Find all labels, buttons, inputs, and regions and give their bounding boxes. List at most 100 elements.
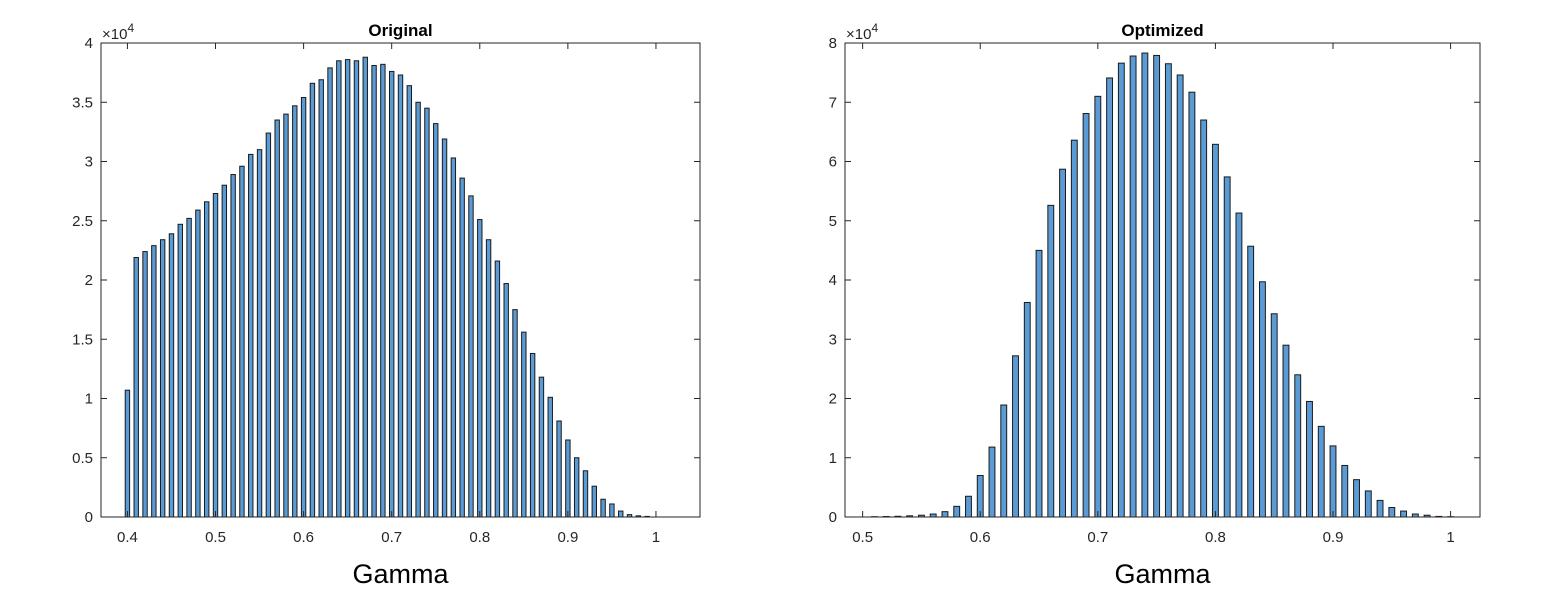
optimized-axes-box: [844, 42, 1481, 518]
optimized-bar: [1247, 245, 1255, 518]
optimized-y-tick-label: 1: [829, 450, 837, 467]
original-bar: [485, 239, 492, 518]
original-bar: [371, 65, 377, 518]
original-bar: [538, 376, 545, 518]
optimized-bar: [1035, 249, 1043, 518]
original-bar: [186, 217, 192, 518]
original-bar: [274, 119, 280, 518]
original-bar: [151, 245, 157, 518]
original-bar: [204, 201, 210, 518]
original-bar: [459, 177, 465, 518]
optimized-x-tick-label: 0.6: [970, 529, 991, 546]
original-bar: [159, 239, 166, 518]
optimized-bar: [1200, 119, 1208, 518]
optimized-bar: [965, 495, 972, 518]
original-x-axis-label: Gamma: [352, 559, 449, 589]
original-bar: [221, 184, 228, 518]
original-bar: [195, 209, 201, 518]
original-bar: [248, 153, 254, 518]
optimized-bar: [1376, 499, 1384, 518]
original-bar: [565, 439, 571, 518]
original-x-tick-label: 0.9: [557, 529, 578, 546]
optimized-bar: [1176, 74, 1184, 518]
optimized-x-tick-label: 0.7: [1087, 529, 1108, 546]
original-bar: [609, 503, 615, 518]
optimized-bar: [1106, 77, 1114, 518]
optimized-bar: [1153, 54, 1161, 518]
original-bar: [547, 396, 553, 518]
original-bar: [353, 60, 360, 518]
original-bar: [362, 56, 368, 518]
optimized-y-tick-label: 7: [829, 94, 837, 111]
original-y-tick-label: 2.5: [72, 213, 93, 230]
optimized-bar: [1141, 52, 1149, 518]
optimized-bar: [1012, 355, 1019, 518]
optimized-bar: [1294, 374, 1302, 518]
original-bar: [124, 389, 131, 518]
optimized-x-axis-label: Gamma: [1114, 559, 1211, 589]
original-y-tick-label: 3.5: [72, 94, 93, 111]
optimized-x-tick-label: 0.8: [1205, 529, 1226, 546]
original-y-multiplier-exponent: 4: [127, 21, 134, 35]
original-bar: [133, 256, 139, 518]
original-x-tick-label: 1: [652, 529, 660, 546]
optimized-x-tick-label: 0.9: [1323, 529, 1344, 546]
optimized-bar: [1059, 168, 1066, 518]
original-bar: [450, 157, 457, 518]
optimized-y-tick-label: 3: [829, 331, 837, 348]
optimized-bar: [1070, 139, 1078, 518]
original-bar: [265, 132, 272, 518]
optimized-y-multiplier-base: ×10: [846, 26, 871, 43]
original-bar: [600, 498, 606, 518]
original-bar: [573, 457, 580, 518]
optimized-bar: [1129, 55, 1137, 518]
optimized-y-multiplier: ×104: [846, 21, 878, 43]
optimized-y-tick-label: 5: [829, 213, 837, 230]
original-bar: [591, 485, 597, 518]
optimized-y-multiplier-exponent: 4: [871, 21, 878, 35]
original-bar: [168, 233, 175, 518]
optimized-bar: [1117, 62, 1125, 518]
original-bar: [494, 260, 501, 518]
original-x-tick-label: 0.5: [205, 529, 226, 546]
original-x-tick-label: 0.8: [469, 529, 490, 546]
optimized-bar: [1235, 212, 1243, 518]
original-bar: [283, 113, 289, 518]
original-x-tick-label: 0.6: [293, 529, 314, 546]
original-y-tick-label: 1: [85, 391, 93, 408]
optimized-x-tick-label: 1: [1446, 529, 1454, 546]
optimized-y-tick-label: 2: [829, 391, 837, 408]
original-y-tick-label: 4: [85, 35, 93, 52]
original-bar: [212, 193, 219, 518]
original-bar: [512, 309, 518, 518]
optimized-bar: [953, 505, 961, 518]
original-bar: [406, 85, 413, 518]
optimized-bar: [976, 475, 984, 518]
optimized-bar: [1306, 400, 1313, 518]
optimized-bar: [1329, 445, 1337, 518]
original-y-multiplier: ×104: [102, 21, 134, 43]
original-bar: [239, 165, 245, 518]
optimized-bar: [1000, 404, 1008, 518]
original-y-tick-label: 0: [85, 509, 93, 526]
original-y-tick-label: 1.5: [72, 331, 93, 348]
optimized-bar: [1364, 490, 1372, 518]
original-bar: [230, 174, 236, 518]
original-bar: [415, 101, 421, 518]
original-chart-title: Original: [368, 21, 432, 40]
original-y-tick-label: 0.5: [72, 450, 93, 467]
original-bar: [380, 63, 386, 518]
optimized-bar: [1164, 63, 1172, 518]
original-bar: [318, 79, 324, 518]
optimized-bar: [1353, 479, 1360, 518]
original-bar: [618, 510, 624, 518]
original-bar: [388, 70, 395, 518]
original-bar: [441, 138, 448, 518]
optimized-bar: [1082, 113, 1090, 518]
original-x-tick-label: 0.4: [117, 529, 138, 546]
optimized-y-tick-label: 8: [829, 35, 837, 52]
original-bar: [433, 123, 439, 518]
original-bar: [309, 82, 316, 518]
original-bar: [256, 149, 263, 518]
